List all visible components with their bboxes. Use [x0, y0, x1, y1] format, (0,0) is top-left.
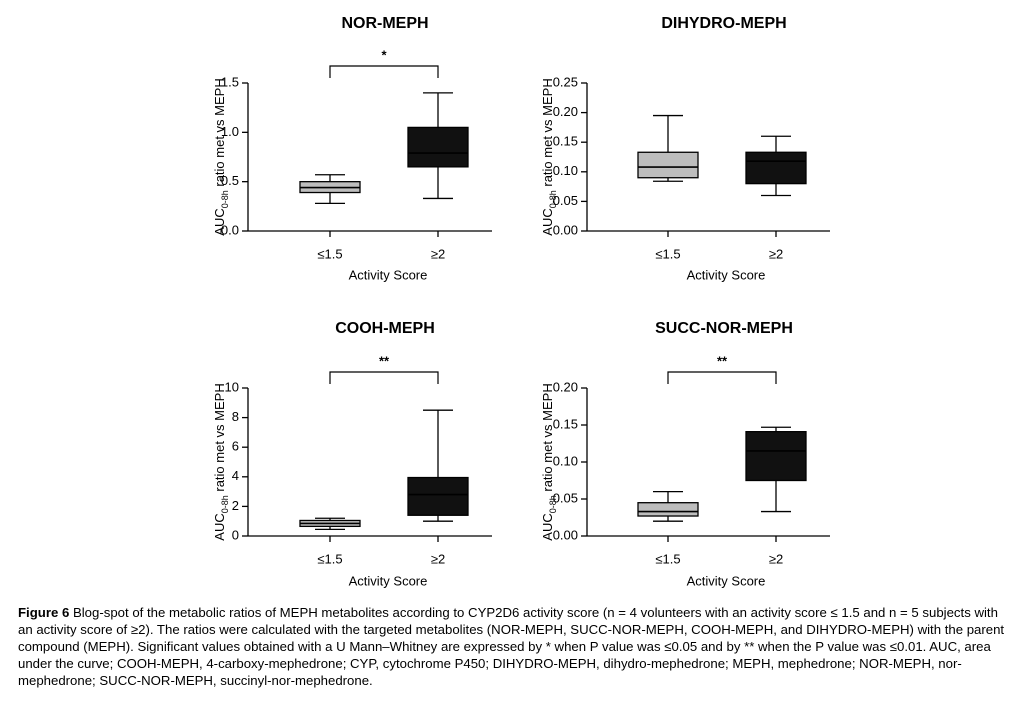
box-high: [407, 409, 469, 522]
y-axis-label: AUC0-8h ratio met vs MEPH: [540, 383, 558, 540]
y-tick-label: 0.25: [553, 74, 578, 89]
box-iqr: [407, 476, 469, 516]
box-low: [637, 114, 699, 182]
y-axis-label: AUC0-8h ratio met vs MEPH: [540, 78, 558, 235]
box-iqr: [407, 126, 469, 168]
chart-title: COOH-MEPH: [335, 320, 435, 337]
caption-lead: Figure 6: [18, 605, 70, 620]
significance-label: **: [717, 353, 728, 368]
y-tick-label: 10: [225, 379, 239, 394]
caption-text: Blog-spot of the metabolic ratios of MEP…: [18, 605, 1005, 688]
chart-title: NOR-MEPH: [341, 15, 428, 32]
significance-bracket: [329, 65, 439, 78]
box-high: [745, 426, 807, 513]
x-axis-label: Activity Score: [687, 267, 766, 282]
y-tick-label: 0.15: [553, 134, 578, 149]
x-tick-label: ≥2: [769, 246, 783, 261]
y-tick-label: 6: [232, 439, 239, 454]
box-low: [299, 517, 361, 530]
box-iqr: [637, 151, 699, 179]
x-tick-label: ≥2: [769, 551, 783, 566]
y-tick-label: 1.5: [221, 74, 239, 89]
box-low: [299, 174, 361, 205]
x-tick-label: ≥2: [431, 246, 445, 261]
y-tick-label: 0: [232, 527, 239, 542]
x-tick-label: ≤1.5: [317, 246, 342, 261]
x-axis-label: Activity Score: [349, 573, 428, 588]
box-high: [745, 135, 807, 197]
box-iqr: [745, 431, 807, 482]
figure-caption: Figure 6 Blog-spot of the metabolic rati…: [18, 604, 1008, 689]
y-tick-label: 0.15: [553, 416, 578, 431]
y-tick-label: 0.05: [553, 490, 578, 505]
x-axis-label: Activity Score: [687, 573, 766, 588]
y-tick-label: 2: [232, 498, 239, 513]
y-tick-label: 1.0: [221, 124, 239, 139]
y-tick-label: 0.10: [553, 453, 578, 468]
significance-bracket: [667, 371, 777, 384]
box-high: [407, 92, 469, 200]
y-tick-label: 0.20: [553, 104, 578, 119]
significance-bracket: [329, 371, 439, 384]
chart-title: SUCC-NOR-MEPH: [655, 320, 793, 337]
box-iqr: [745, 151, 807, 185]
significance-label: *: [381, 47, 387, 62]
y-axis-label: AUC0-8h ratio met vs MEPH: [212, 78, 230, 235]
x-tick-label: ≥2: [431, 551, 445, 566]
box-low: [637, 490, 699, 522]
y-tick-label: 0.20: [553, 379, 578, 394]
y-tick-label: 0.0: [221, 222, 239, 237]
y-tick-label: 4: [232, 468, 239, 483]
y-tick-label: 0.5: [221, 173, 239, 188]
chart-panel-2: DIHYDRO-MEPH 0.00 0.05 0.10 0.15 0.20 0.25 ≤1.5…: [540, 15, 830, 282]
y-tick-label: 0.00: [553, 222, 578, 237]
y-tick-label: 0.10: [553, 163, 578, 178]
x-tick-label: ≤1.5: [655, 246, 680, 261]
y-tick-label: 0.05: [553, 193, 578, 208]
x-tick-label: ≤1.5: [655, 551, 680, 566]
y-tick-label: 0.00: [553, 527, 578, 542]
y-tick-label: 8: [232, 409, 239, 424]
box-iqr: [637, 502, 699, 517]
x-tick-label: ≤1.5: [317, 551, 342, 566]
y-axis-label: AUC0-8h ratio met vs MEPH: [212, 383, 230, 540]
chart-title: DIHYDRO-MEPH: [661, 15, 786, 32]
x-axis-label: Activity Score: [349, 267, 428, 282]
significance-label: **: [379, 353, 390, 368]
